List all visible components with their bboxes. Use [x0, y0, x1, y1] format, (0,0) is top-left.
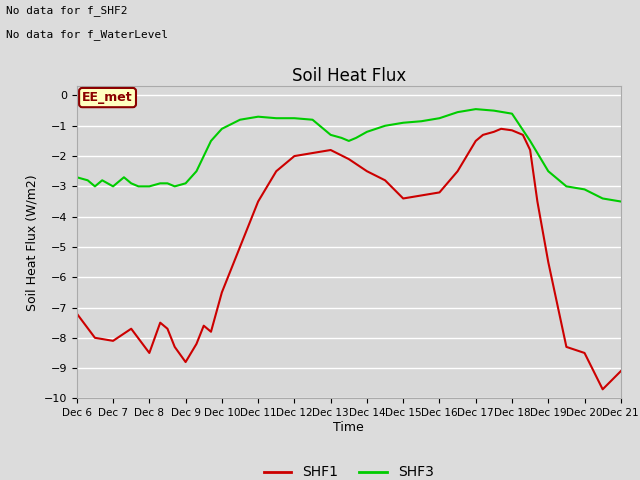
Y-axis label: Soil Heat Flux (W/m2): Soil Heat Flux (W/m2) [25, 174, 38, 311]
X-axis label: Time: Time [333, 421, 364, 434]
Text: No data for f_WaterLevel: No data for f_WaterLevel [6, 29, 168, 40]
Title: Soil Heat Flux: Soil Heat Flux [292, 67, 406, 85]
Text: No data for f_SHF2: No data for f_SHF2 [6, 5, 128, 16]
Legend: SHF1, SHF3: SHF1, SHF3 [258, 460, 440, 480]
Text: EE_met: EE_met [82, 91, 133, 104]
